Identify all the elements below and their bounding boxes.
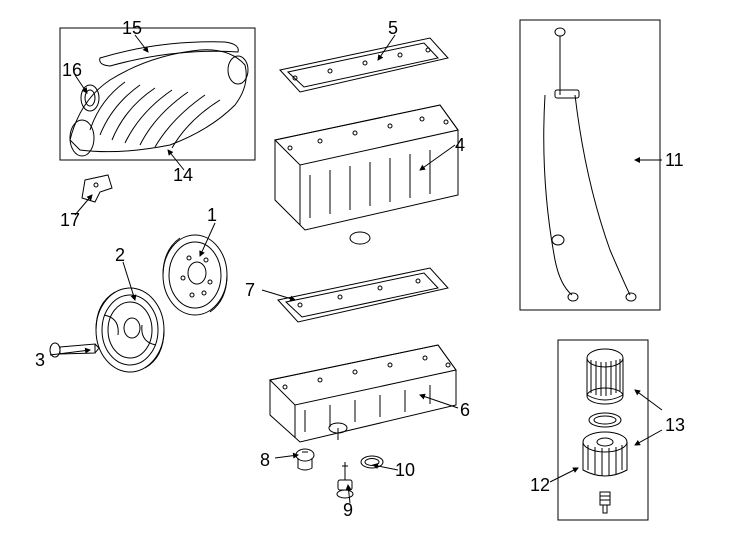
part-pulley-2 (96, 288, 164, 372)
part-fitting-12 (600, 492, 610, 513)
part-dipstick-assembly (544, 28, 636, 301)
part-bolt-3 (50, 343, 99, 357)
part-o-ring-13 (589, 413, 621, 427)
part-sensor (337, 462, 353, 498)
part-gasket-strip (100, 42, 239, 66)
part-mid-gasket (278, 268, 448, 322)
part-drain-plug (296, 449, 314, 470)
part-bracket (82, 175, 112, 202)
part-upper-sump (275, 105, 458, 244)
part-intake-manifold (70, 42, 248, 156)
leader-lines (50, 35, 662, 503)
parts-diagram (0, 0, 734, 540)
part-oil-filter-element (587, 349, 623, 404)
part-upper-gasket (280, 38, 448, 92)
part-pulley-1 (163, 235, 227, 315)
part-lower-pan (270, 345, 456, 442)
part-filter-cap (583, 432, 627, 476)
group-boxes (60, 20, 660, 520)
